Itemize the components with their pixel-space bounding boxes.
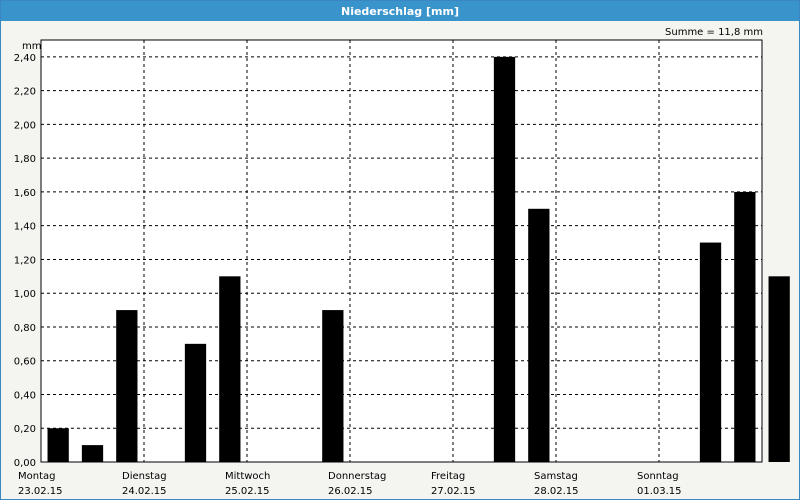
bar — [734, 191, 756, 463]
bar — [768, 276, 790, 462]
y-tick-label: 0,00 — [14, 458, 36, 469]
y-tick-label: 1,00 — [14, 289, 36, 300]
y-tick-label: 0,60 — [14, 357, 36, 368]
y-tick-label: 1,20 — [14, 255, 36, 266]
bar — [184, 343, 207, 462]
day-name-label: Sonntag — [637, 471, 679, 482]
y-tick-label: 0,80 — [14, 323, 36, 334]
bar — [219, 276, 241, 462]
y-tick-label: 0,40 — [14, 390, 36, 401]
bar — [47, 428, 69, 462]
day-name-label: Freitag — [431, 471, 465, 482]
day-date-label: 24.02.15 — [122, 486, 167, 497]
day-date-label: 27.02.15 — [431, 486, 476, 497]
bar — [528, 208, 550, 462]
day-date-label: 01.03.15 — [637, 486, 682, 497]
day-date-label: 23.02.15 — [18, 486, 63, 497]
day-date-label: 25.02.15 — [225, 486, 270, 497]
plot-border — [40, 39, 763, 463]
y-tick-label: 2,40 — [14, 53, 36, 64]
y-tick-label: 2,00 — [14, 120, 36, 131]
bar — [493, 56, 516, 462]
day-date-label: 28.02.15 — [534, 486, 579, 497]
y-axis-label: mm — [22, 41, 41, 52]
bar — [81, 445, 104, 462]
y-tick-label: 1,60 — [14, 188, 36, 199]
day-date-label: 26.02.15 — [328, 486, 373, 497]
chart-title: Niederschlag [mm] — [1, 1, 799, 21]
day-name-label: Montag — [18, 471, 55, 482]
day-name-label: Samstag — [534, 471, 578, 482]
y-tick-label: 0,20 — [14, 424, 36, 435]
y-tick-label: 1,80 — [14, 154, 36, 165]
bar — [699, 242, 722, 462]
y-tick-label: 2,20 — [14, 87, 36, 98]
day-name-label: Mittwoch — [225, 471, 270, 482]
day-name-label: Donnerstag — [328, 471, 386, 482]
plot-area — [41, 40, 762, 462]
y-tick-label: 1,40 — [14, 222, 36, 233]
precipitation-sum: Summe = 11,8 mm — [665, 27, 763, 38]
bar — [116, 310, 138, 462]
bar — [322, 310, 344, 462]
day-name-label: Dienstag — [122, 471, 167, 482]
